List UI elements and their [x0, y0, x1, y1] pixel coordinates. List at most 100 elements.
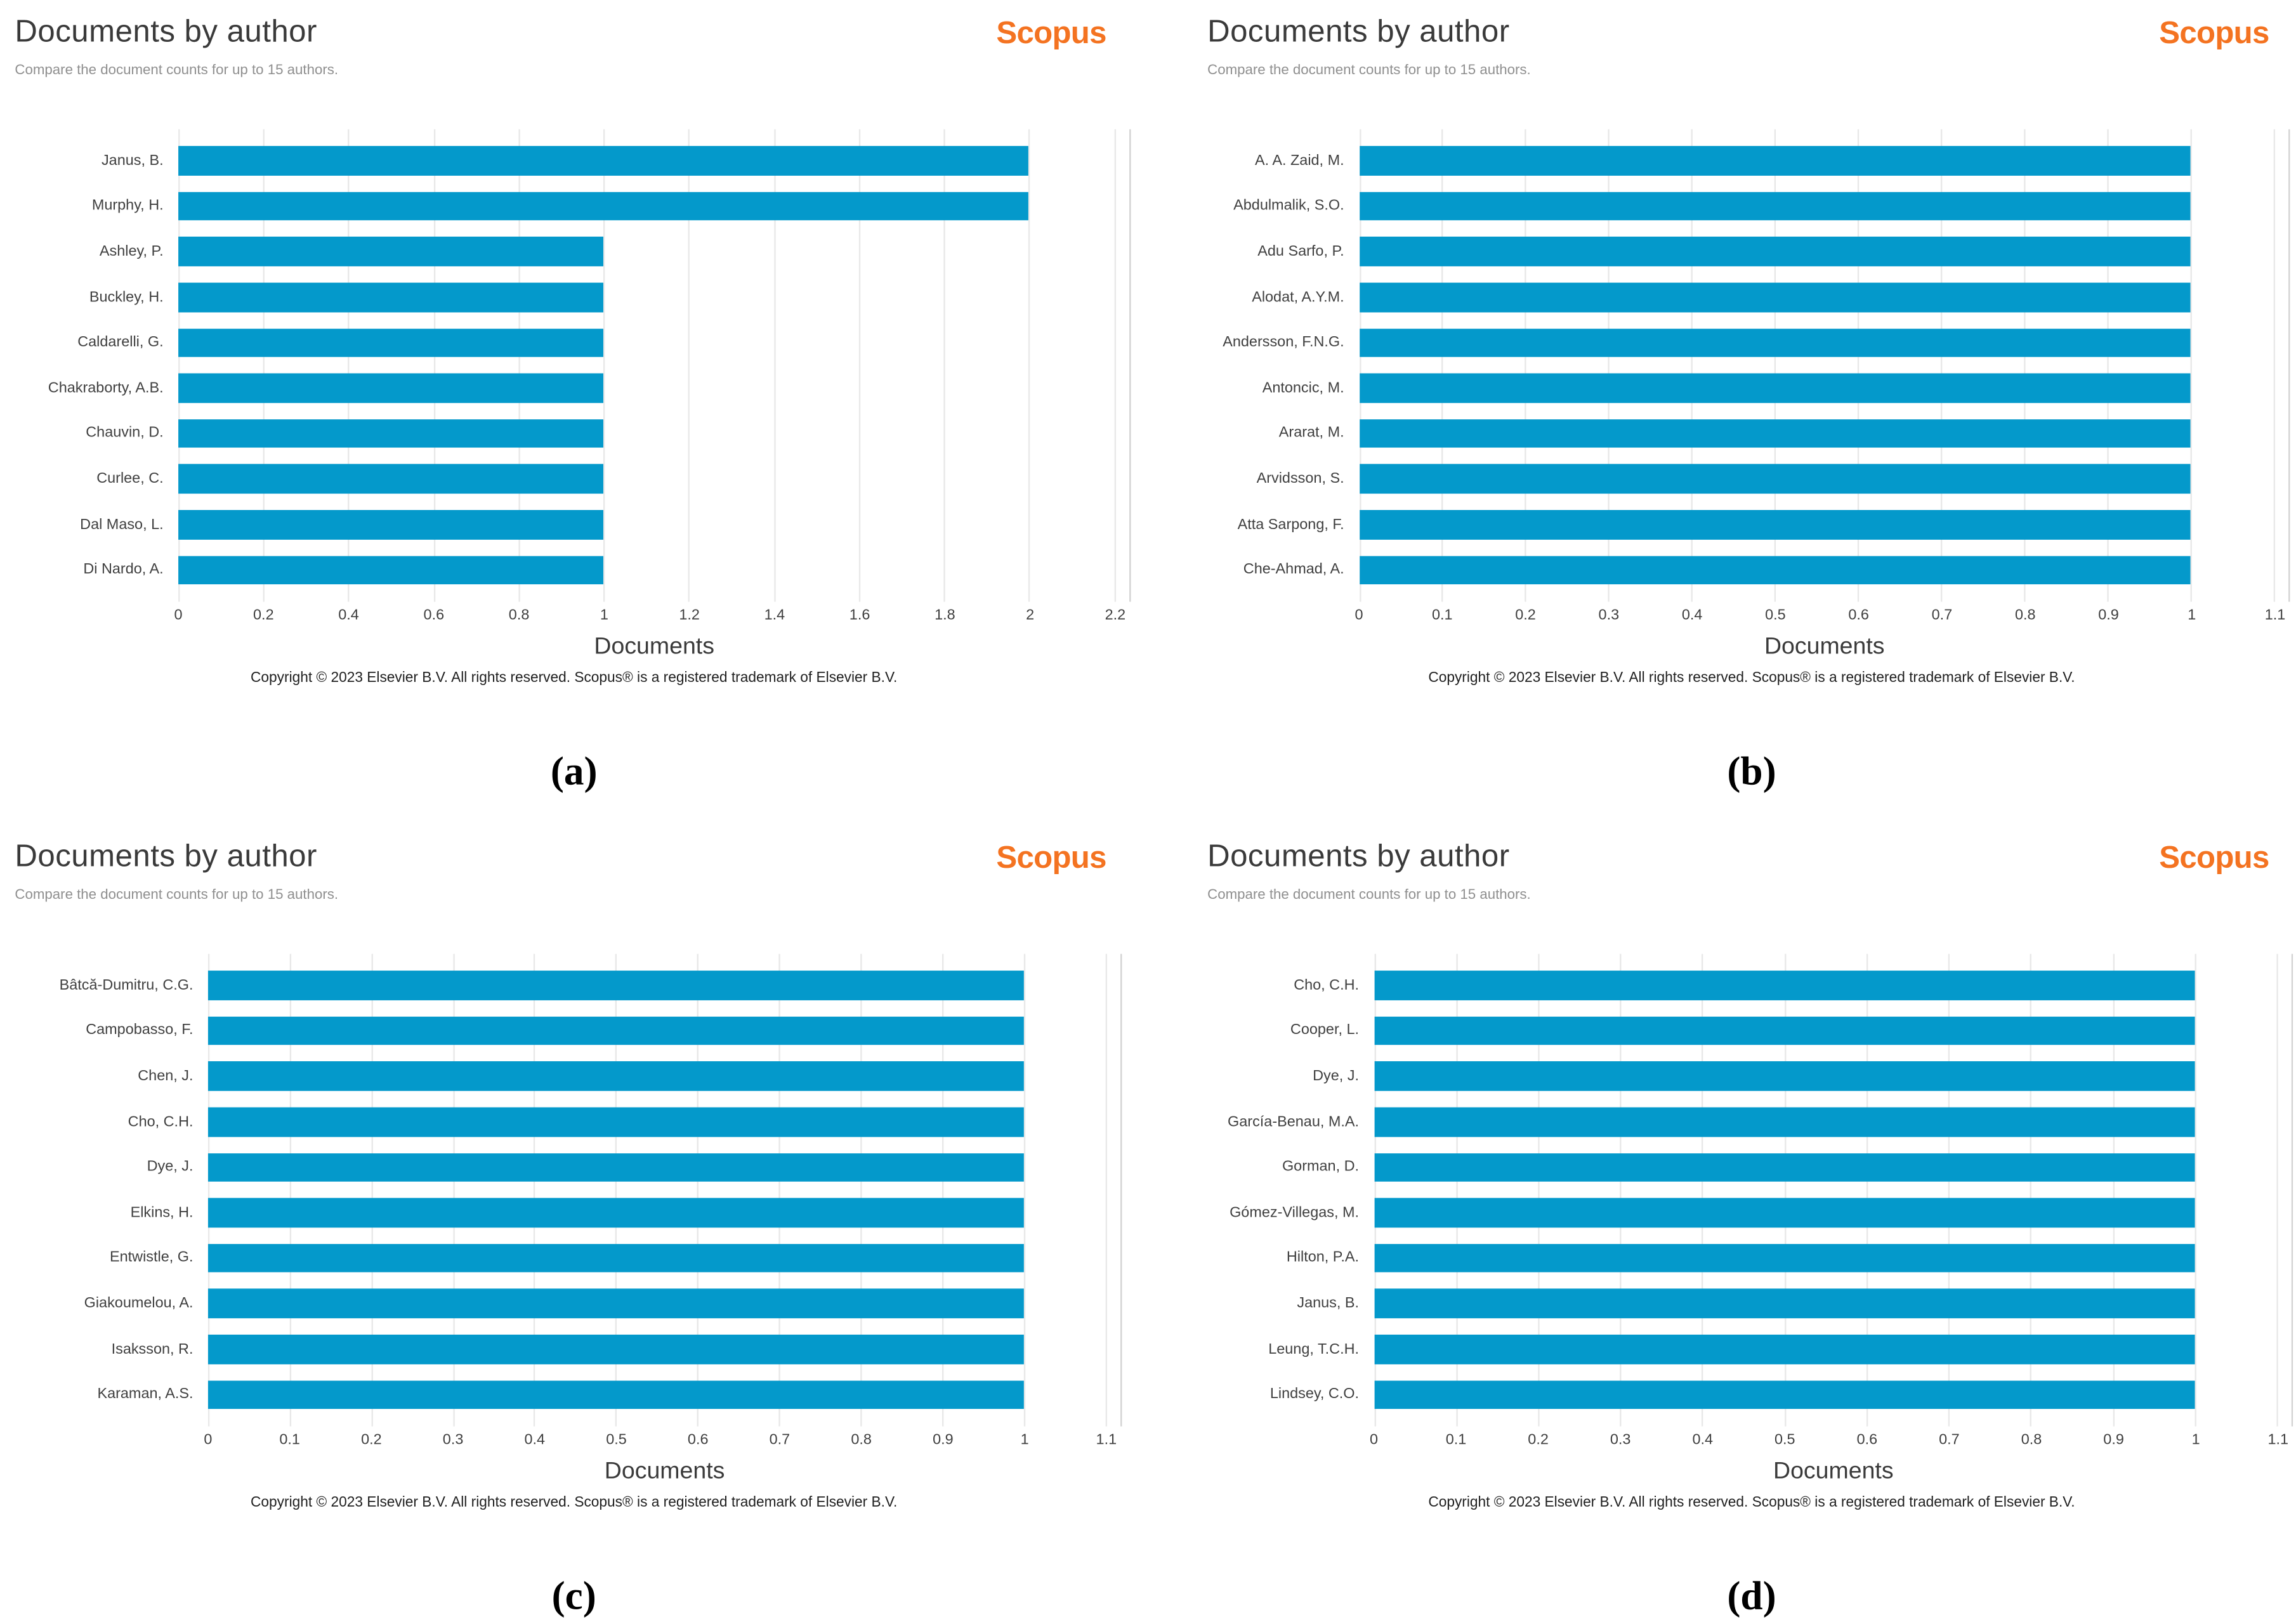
bar-row	[207, 1144, 1120, 1190]
document-count-bar	[178, 510, 604, 539]
x-tick-label: 2	[1026, 608, 1035, 624]
author-label: Janus, B.	[1297, 1295, 1360, 1312]
gridline	[697, 953, 699, 1427]
axis-spacer	[1207, 1427, 1374, 1450]
bar-row	[1359, 502, 2288, 547]
plot-area	[1359, 129, 2290, 602]
document-count-bar	[1359, 510, 2191, 539]
author-label: Arvidsson, S.	[1256, 471, 1344, 488]
document-count-bar	[1359, 146, 2191, 176]
bar-row	[178, 547, 1129, 593]
author-label: Gorman, D.	[1282, 1159, 1360, 1176]
x-tick-label: 1.8	[935, 608, 955, 624]
bar-row	[207, 1054, 1120, 1099]
x-tick-label: 0.8	[2021, 1432, 2042, 1449]
bar-row	[1359, 138, 2288, 184]
document-count-bar	[1374, 1380, 2195, 1409]
bar-row	[1374, 1054, 2291, 1099]
gridline	[778, 953, 780, 1427]
bar-row	[207, 1236, 1120, 1281]
bar-row	[1359, 320, 2288, 365]
chart-subtitle: Compare the document counts for up to 15…	[15, 62, 339, 79]
x-tick-label: 0	[1355, 608, 1363, 624]
author-label: Abdulmalik, S.O.	[1233, 198, 1344, 215]
x-tick-label: 0.5	[1765, 608, 1786, 624]
gridline	[858, 129, 860, 602]
bar-row	[1359, 365, 2288, 411]
gridline	[2276, 953, 2278, 1427]
document-count-bar	[1359, 328, 2191, 358]
bar-row	[207, 1326, 1120, 1372]
axis-spacer	[15, 634, 178, 661]
author-label: Alodat, A.Y.M.	[1252, 289, 1344, 306]
axis-spacer	[15, 602, 178, 625]
x-tick-label: 1	[1020, 1432, 1029, 1449]
gridline	[773, 129, 775, 602]
x-axis-label: Documents	[604, 1459, 725, 1484]
gridline	[1442, 129, 1444, 602]
bar-row	[207, 1190, 1120, 1236]
x-tick-label: 0.8	[2014, 608, 2036, 624]
gridline	[1620, 953, 1622, 1427]
bar-row	[1374, 1372, 2291, 1418]
axis-spacer	[1207, 602, 1359, 625]
x-tick-label: 0.7	[1939, 1432, 1960, 1449]
gridline	[207, 953, 210, 1427]
scopus-logo: Scopus	[2159, 16, 2269, 51]
gridline	[2030, 953, 2032, 1427]
author-label: Di Nardo, A.	[83, 561, 164, 579]
document-count-bar	[207, 1380, 1023, 1409]
gridline	[1858, 129, 1860, 602]
panel-letter: (c)	[551, 1573, 596, 1618]
panel-letter: (a)	[550, 749, 598, 794]
document-count-bar	[1359, 192, 2191, 221]
x-axis: 0 0.1 0.2 0.3 0.4 0.5 0.6 0.7 0.8 0.9 1 1.1	[1207, 602, 2296, 625]
document-count-bar	[1359, 282, 2191, 312]
gridline	[452, 953, 454, 1427]
bar-row	[207, 963, 1120, 1009]
document-count-bar	[1359, 464, 2191, 494]
document-count-bar	[178, 146, 1029, 176]
bar-row	[1374, 1281, 2291, 1326]
x-tick-label: 0.1	[1431, 608, 1453, 624]
x-axis-label-row: Documents	[15, 634, 1133, 661]
author-label: Adu Sarfo, P.	[1257, 244, 1344, 260]
author-label: Dye, J.	[1313, 1068, 1360, 1085]
gridline	[1784, 953, 1786, 1427]
document-count-bar	[207, 971, 1023, 1000]
x-tick-label: 0.6	[423, 608, 445, 624]
gridline	[860, 953, 862, 1427]
document-count-bar	[178, 192, 1029, 221]
x-tick-label: 0.1	[279, 1432, 300, 1449]
gridline-layer	[1374, 953, 2291, 1427]
x-axis-label: Documents	[1764, 634, 1885, 660]
document-count-bar	[1374, 1016, 2195, 1046]
x-axis: 0 0.1 0.2 0.3 0.4 0.5 0.6 0.7 0.8 0.9 1 1.1	[15, 1427, 1133, 1450]
x-tick-label: 0.2	[361, 1432, 382, 1449]
gridline	[941, 953, 943, 1427]
document-count-bar	[207, 1062, 1023, 1091]
gridline	[2112, 953, 2114, 1427]
plot-area	[178, 129, 1131, 602]
x-tick-label: 0.8	[851, 1432, 872, 1449]
scopus-logo: Scopus	[996, 840, 1106, 875]
x-tick-label: 0.4	[1692, 1432, 1714, 1449]
bar-row	[1374, 1099, 2291, 1145]
bar-chart: Cho, C.H. Cooper, L. Dye, J. García-Benau, …	[1207, 953, 2296, 1427]
gridline-layer	[1359, 129, 2288, 602]
author-label: Lindsey, C.O.	[1269, 1386, 1360, 1403]
x-tick-label: 0.8	[508, 608, 530, 624]
gridline	[263, 129, 265, 602]
bar-row	[178, 365, 1129, 411]
bar-row	[1359, 275, 2288, 320]
document-count-bar	[1374, 1062, 2195, 1091]
bar-row	[1359, 456, 2288, 502]
x-tick-label: 0.3	[1610, 1432, 1631, 1449]
x-axis-label: Documents	[594, 634, 714, 660]
document-count-bar	[178, 237, 604, 266]
gridline	[178, 129, 180, 602]
author-label: Antoncic, M.	[1262, 380, 1344, 396]
gridline	[2273, 129, 2276, 602]
panel-letter: (d)	[1727, 1573, 1776, 1618]
bar-row	[1359, 183, 2288, 229]
